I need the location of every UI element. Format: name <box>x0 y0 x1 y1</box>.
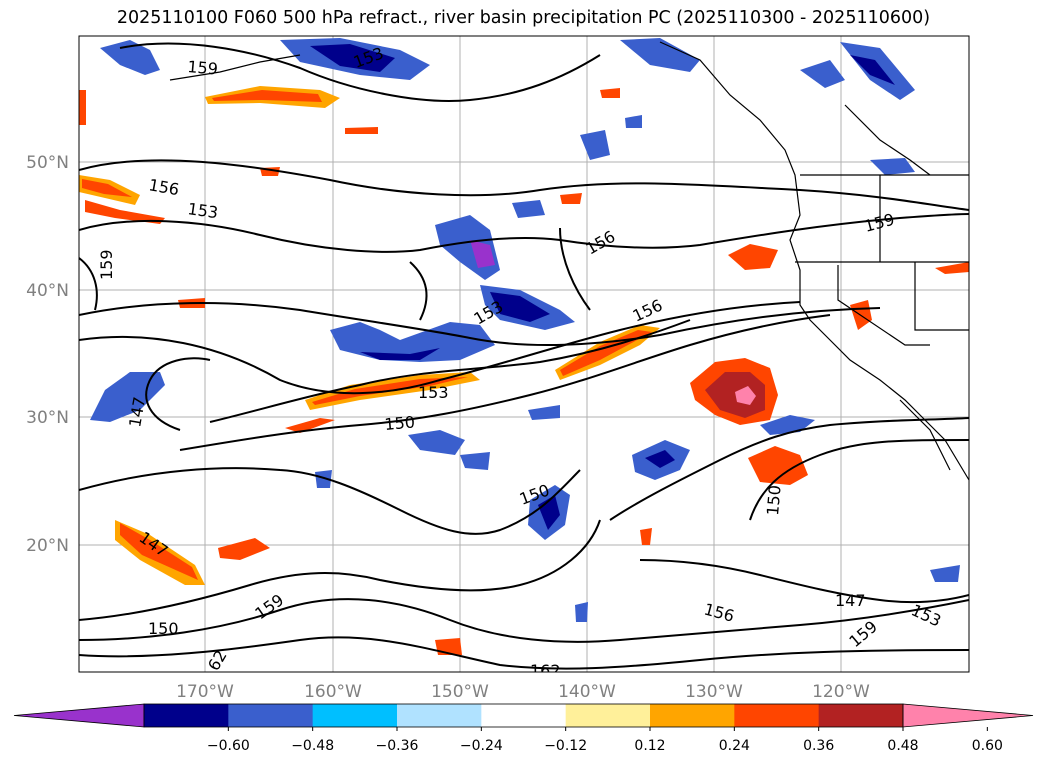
contour-label: 150 <box>148 619 179 638</box>
positive-region <box>560 193 582 204</box>
colorbar-extend-low <box>13 703 145 728</box>
colorbar-frame <box>143 703 904 728</box>
negative-region <box>870 158 915 175</box>
colorbar-tick-label: −0.60 <box>207 738 250 754</box>
negative-region <box>580 130 610 160</box>
contour-label: 147 <box>835 591 866 610</box>
contour-label: 150 <box>384 412 416 434</box>
colorbar-segment <box>397 704 482 727</box>
positive-region <box>345 127 378 134</box>
negative-region <box>90 372 165 422</box>
colorbar-segment <box>650 704 735 727</box>
positive-region <box>218 538 270 560</box>
colorbar-segment <box>565 704 651 727</box>
lat-label: 20°N <box>26 536 69 556</box>
positive-region <box>935 262 969 274</box>
negative-region <box>620 38 700 72</box>
negative-region <box>800 60 845 88</box>
lon-label: 120°W <box>812 682 870 702</box>
colorbar-tick-label: −0.48 <box>291 738 334 754</box>
positive-region <box>82 179 132 197</box>
negative-region <box>490 292 550 322</box>
colorbar-tick-label: 0.36 <box>803 738 834 754</box>
negative-region <box>408 430 465 455</box>
positive-region <box>212 90 322 102</box>
contour-label: 162 <box>530 661 561 680</box>
negative-region <box>538 495 560 530</box>
negative-region <box>850 55 895 85</box>
colorbar: −0.60 −0.48 −0.36 −0.24 −0.12 0.12 0.24 0.36 0.4… <box>13 703 1034 754</box>
contour-label: 153 <box>418 383 449 402</box>
contour-label: 159 <box>187 57 219 79</box>
positive-region <box>735 386 756 405</box>
contour-label: 150 <box>763 484 785 516</box>
positive-region <box>120 523 198 580</box>
lat-label: 40°N <box>26 281 69 301</box>
colorbar-segment <box>818 704 904 727</box>
negative-region <box>360 348 440 360</box>
negative-region <box>645 450 675 468</box>
positive-region <box>748 446 808 485</box>
colorbar-tick-label: 0.24 <box>719 738 750 754</box>
colorbar-segment <box>481 704 567 727</box>
negative-region <box>100 40 160 75</box>
colorbar-segment <box>734 704 820 727</box>
negative-region <box>470 240 495 268</box>
positive-region <box>728 244 778 270</box>
positive-region <box>640 528 652 545</box>
latitude-labels: 50°N 40°N 30°N 20°N <box>26 153 69 556</box>
lat-label: 30°N <box>26 408 69 428</box>
map-area: 159 156 153 159 156 153 156 153 150 147 … <box>79 36 969 680</box>
contour-label: 153 <box>186 199 219 222</box>
refractivity-contours <box>79 42 969 670</box>
colorbar-tick-label: −0.36 <box>376 738 419 754</box>
colorbar-tick-label: −0.24 <box>460 738 503 754</box>
colorbar-tick-label: 0.48 <box>887 738 918 754</box>
negative-region <box>315 470 332 488</box>
lon-label: 160°W <box>304 682 362 702</box>
negative-region <box>625 115 642 128</box>
negative-region <box>460 452 490 470</box>
map-title: 2025110100 F060 500 hPa refract., river … <box>116 8 931 28</box>
negative-region <box>310 44 395 72</box>
graticule <box>79 36 969 672</box>
negative-region <box>528 405 560 420</box>
map-frame <box>78 35 970 673</box>
colorbar-extend-high <box>902 703 1034 728</box>
positive-region <box>79 90 86 125</box>
colorbar-segment <box>228 704 314 727</box>
colorbar-tick-label: 0.12 <box>634 738 665 754</box>
negative-region <box>930 565 960 582</box>
positive-region <box>600 88 620 98</box>
colorbar-tick-label: 0.60 <box>972 738 1003 754</box>
longitude-labels: 170°W 160°W 150°W 140°W 130°W 120°W <box>176 682 870 702</box>
positive-region <box>285 418 335 433</box>
colorbar-segment <box>144 704 229 727</box>
lon-label: 150°W <box>431 682 489 702</box>
lon-label: 130°W <box>685 682 743 702</box>
colorbar-segment <box>312 704 398 727</box>
lon-label: 140°W <box>558 682 616 702</box>
negative-region <box>330 322 495 362</box>
negative-region <box>575 602 588 622</box>
negative-region <box>512 200 545 218</box>
contour-label: 159 <box>97 249 116 280</box>
lat-label: 50°N <box>26 153 69 173</box>
lon-label: 170°W <box>176 682 234 702</box>
positive-region <box>85 200 165 224</box>
positive-region <box>705 372 765 418</box>
colorbar-tick-label: −0.12 <box>544 738 587 754</box>
